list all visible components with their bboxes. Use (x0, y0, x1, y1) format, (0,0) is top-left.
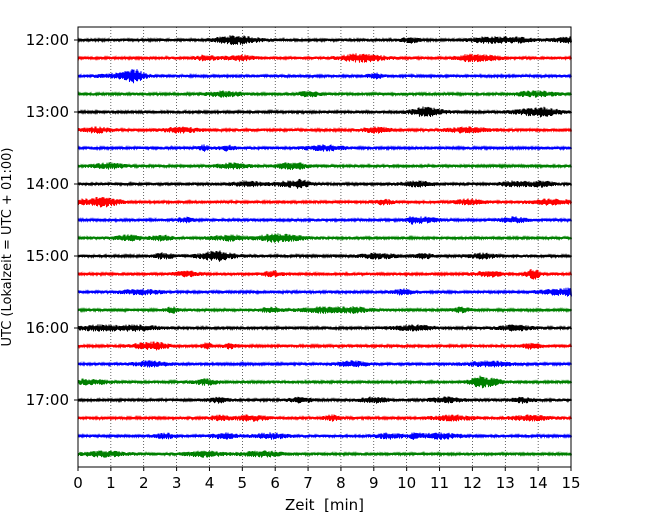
grid-layer (110, 27, 539, 467)
seismic-trace (77, 360, 572, 368)
y-axis-label: UTC (Lokalzeit = UTC + 01:00) (0, 148, 15, 347)
x-axis: 0 1 2 3 4 5 6 7 8 9 10 11 12 13 14 15 (73, 467, 581, 492)
seismic-trace (77, 268, 572, 280)
seismic-trace (77, 250, 572, 262)
plot-frame (77, 26, 572, 468)
seismic-trace (77, 90, 572, 98)
x-tick-label: 5 (238, 474, 248, 492)
x-tick-label: 7 (303, 474, 313, 492)
seismic-trace (77, 162, 572, 170)
seismic-trace (77, 106, 572, 118)
seismic-trace (77, 35, 572, 45)
seismic-trace (77, 216, 572, 225)
x-tick-label: 4 (205, 474, 215, 492)
x-tick-label: 0 (73, 474, 83, 492)
x-tick-label: 9 (369, 474, 379, 492)
y-tick-label: 14:00 (26, 175, 69, 193)
x-tick-label: 11 (430, 474, 449, 492)
seismic-trace (77, 432, 572, 440)
seismic-trace (77, 414, 572, 422)
seismic-trace (77, 450, 572, 458)
seismic-trace (77, 197, 572, 208)
y-tick-label: 15:00 (26, 247, 69, 265)
x-tick-label: 10 (397, 474, 416, 492)
x-tick-label: 3 (172, 474, 182, 492)
seismic-trace (77, 233, 572, 243)
x-tick-label: 1 (106, 474, 116, 492)
seismic-trace (77, 178, 572, 189)
x-axis-label: Zeit [min] (285, 496, 364, 514)
y-tick-label: 17:00 (26, 391, 69, 409)
x-tick-label: 15 (561, 474, 580, 492)
x-tick-label: 12 (463, 474, 482, 492)
x-tick-label: 2 (139, 474, 149, 492)
x-tick-label: 13 (496, 474, 515, 492)
seismic-trace (77, 396, 572, 404)
x-tick-label: 6 (270, 474, 280, 492)
seismic-trace (77, 53, 572, 63)
y-tick-label: 16:00 (26, 319, 69, 337)
seismic-trace (77, 341, 572, 351)
seismic-trace (77, 144, 572, 152)
seismic-trace (77, 69, 572, 84)
y-axis: 12:00 13:00 14:00 15:00 16:00 17:00 (26, 31, 78, 409)
y-tick-label: 12:00 (26, 31, 69, 49)
seismic-trace (77, 324, 572, 332)
trace-layer (77, 35, 572, 458)
seismic-trace (77, 287, 572, 297)
y-tick-label: 13:00 (26, 103, 69, 121)
seismic-trace (77, 306, 572, 314)
seismic-trace (77, 375, 572, 389)
seismic-trace (77, 126, 572, 134)
x-tick-label: 14 (529, 474, 548, 492)
x-tick-label: 8 (336, 474, 346, 492)
